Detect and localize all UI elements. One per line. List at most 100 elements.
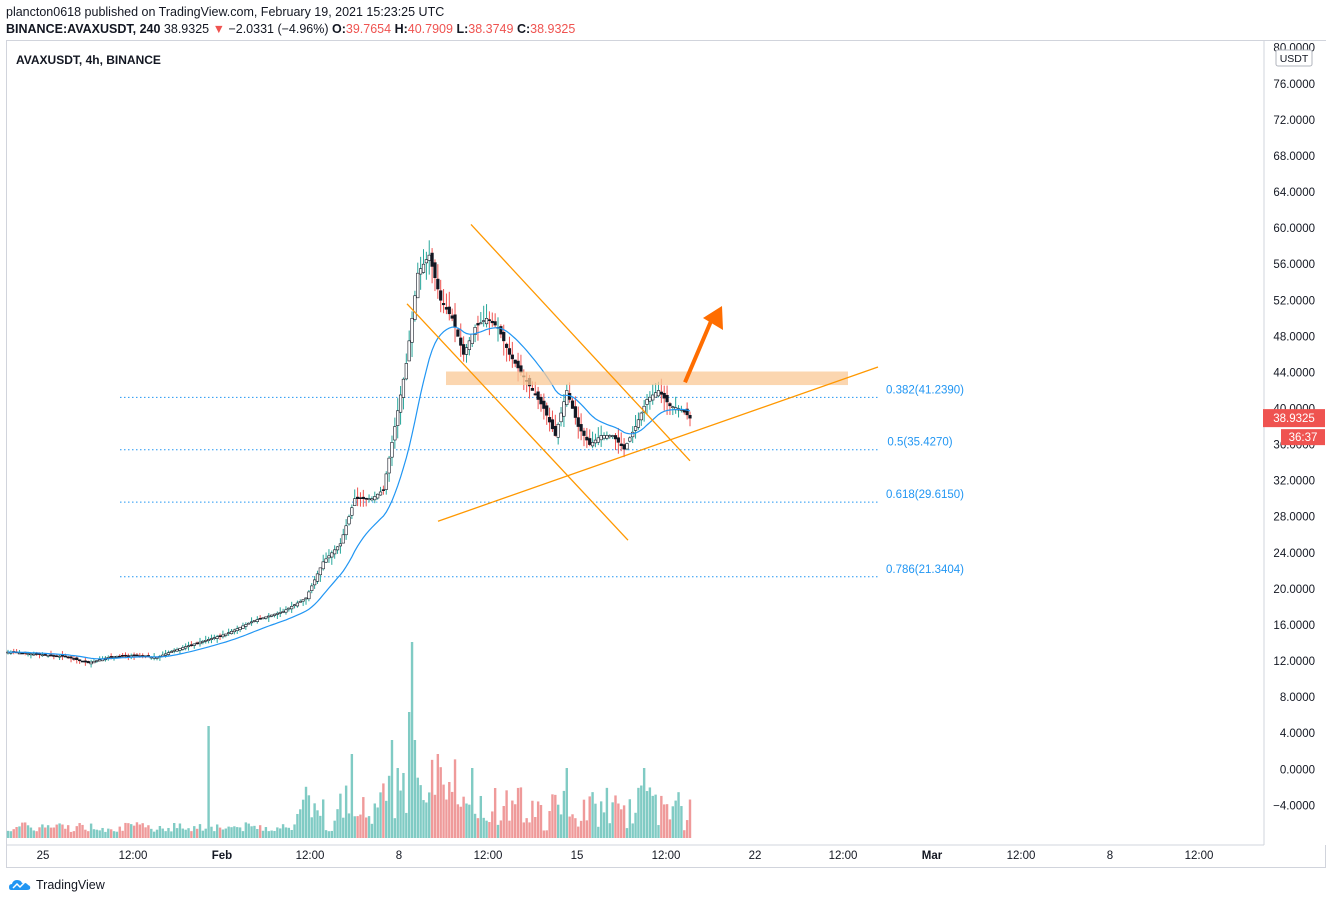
volume-bar — [402, 772, 405, 838]
candle-body — [83, 660, 87, 663]
candle-body — [255, 619, 259, 622]
volume-bar — [61, 824, 64, 838]
volume-bar — [608, 823, 611, 838]
volume-bar — [528, 822, 531, 838]
volume-bar — [107, 828, 110, 838]
volume-bar — [665, 804, 669, 838]
volume-bar — [617, 803, 620, 838]
candle-body — [72, 658, 76, 660]
candle-body — [573, 406, 577, 418]
candle-body — [651, 394, 655, 401]
volume-bar — [210, 826, 213, 838]
volume-bar — [276, 827, 279, 838]
volume-bar — [98, 830, 101, 838]
candle-body — [218, 635, 222, 637]
volume-bar — [18, 826, 21, 838]
volume-bar — [161, 828, 164, 838]
price-tick-label: 76.0000 — [1273, 79, 1315, 91]
volume-bar — [287, 827, 291, 838]
volume-bar — [198, 824, 202, 838]
volume-bar — [316, 810, 319, 838]
candle-body — [287, 607, 291, 610]
candle-body — [499, 326, 503, 335]
volume-bar — [493, 788, 497, 838]
volume-bar — [502, 806, 505, 838]
volume-bar — [155, 829, 159, 838]
candle-body — [310, 585, 314, 591]
tradingview-logo[interactable]: TradingView — [8, 878, 105, 892]
volume-bar — [284, 827, 288, 838]
candle-body — [321, 561, 325, 570]
volume-bar — [385, 800, 388, 838]
candle-body — [118, 655, 122, 658]
time-tick-label: 12:00 — [1185, 850, 1214, 862]
volume-bar — [640, 785, 643, 838]
candle-body — [631, 431, 635, 438]
volume-bar — [353, 816, 356, 838]
volume-bar — [356, 816, 359, 838]
candle-body — [17, 652, 22, 655]
candle-body — [178, 648, 182, 651]
volume-bar — [244, 822, 248, 838]
candle-body — [570, 400, 575, 409]
volume-bar — [293, 824, 296, 838]
time-tick-label: 22 — [749, 850, 762, 862]
volume-bar — [433, 794, 437, 838]
price-tick-label: 8.0000 — [1280, 692, 1315, 704]
volume-bar — [258, 825, 262, 838]
price-tick-label: 24.0000 — [1273, 548, 1315, 560]
candle-body — [390, 442, 394, 458]
time-tick-label: Feb — [212, 850, 232, 862]
candle-body — [513, 359, 517, 364]
volume-bar — [330, 830, 334, 838]
candle-body — [247, 622, 251, 625]
candle-body — [596, 437, 600, 443]
volume-bar — [89, 823, 93, 838]
candle-body — [249, 621, 254, 624]
candle-body — [121, 655, 125, 657]
volume-bar — [439, 767, 442, 838]
moving-average-line — [7, 326, 691, 660]
volume-bar — [55, 824, 58, 838]
volume-bar — [236, 827, 239, 838]
falling-wedge-upper-line — [470, 224, 691, 462]
time-tick-label: 12:00 — [119, 850, 148, 862]
volume-bar — [511, 800, 514, 838]
volume-bar — [224, 828, 227, 838]
volume-bar — [522, 822, 525, 838]
candle-body — [292, 604, 297, 607]
candle-body — [453, 314, 457, 328]
candle-body — [295, 602, 300, 607]
volume-bar — [359, 814, 362, 838]
currency-badge — [1275, 49, 1313, 67]
candle-body — [241, 625, 245, 629]
volume-bar — [602, 812, 606, 838]
volume-bar — [87, 831, 90, 838]
candle-body — [358, 497, 363, 500]
volume-bar — [253, 825, 256, 838]
volume-bar — [660, 795, 663, 838]
volume-bar — [350, 754, 354, 838]
candle-body — [46, 654, 50, 657]
time-tick-label: 12:00 — [296, 850, 325, 862]
countdown-tag — [1281, 429, 1325, 446]
candle-body — [307, 591, 311, 600]
volume-bar — [405, 812, 408, 838]
candle-body — [376, 493, 380, 499]
volume-bar — [121, 830, 124, 838]
candle-body — [582, 430, 586, 436]
candle-body — [353, 498, 357, 506]
volume-bar — [416, 777, 419, 838]
publish-info: plancton0618 published on TradingView.co… — [6, 5, 445, 19]
volume-bar — [227, 826, 230, 838]
volume-bar — [562, 790, 566, 838]
volume-bar — [247, 823, 250, 838]
candle-body — [224, 633, 228, 636]
volume-bar — [622, 805, 626, 838]
candle-body — [645, 399, 649, 405]
candle-body — [605, 435, 609, 439]
time-tick-label: 8 — [1107, 850, 1113, 862]
candle-body — [355, 496, 360, 499]
candle-body — [439, 290, 443, 301]
